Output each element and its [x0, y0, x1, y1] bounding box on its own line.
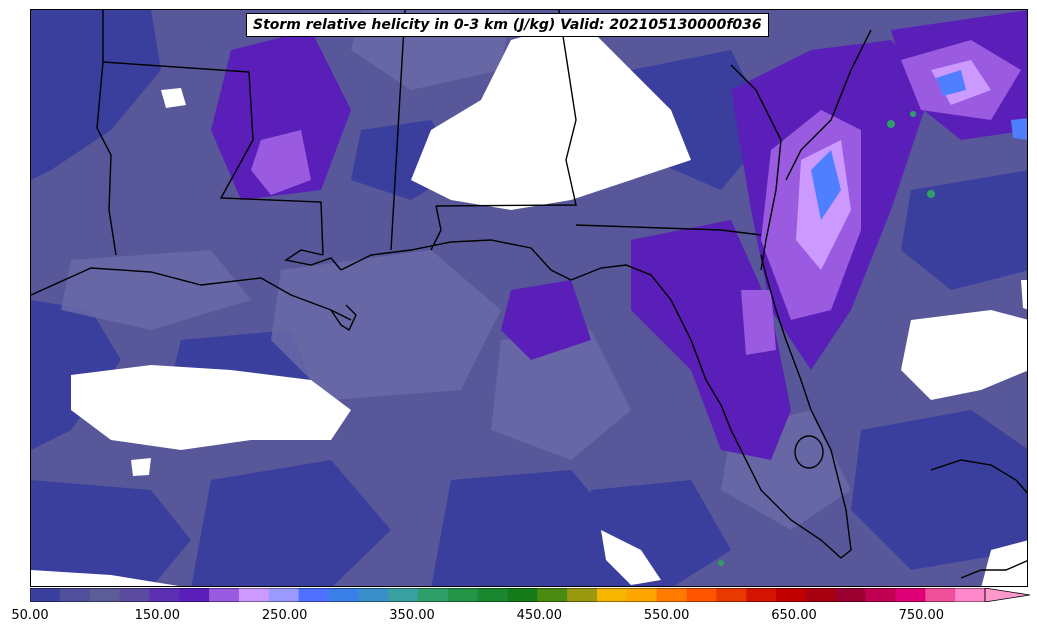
coastline-boundaries [31, 10, 1027, 579]
colorbar-extend-arrow [984, 588, 1030, 602]
colorbar-tick-label: 350.00 [389, 608, 435, 623]
colorbar-segment [686, 588, 717, 602]
colorbar-tick-label: 450.00 [516, 608, 563, 623]
colorbar-segment [59, 588, 91, 602]
colorbar-tick-label: 750.00 [898, 608, 945, 623]
colorbar-tick-label: 650.00 [771, 608, 817, 623]
colorbar-segment [119, 588, 150, 602]
colorbar-tick-label: 50.00 [11, 608, 49, 623]
helicity-green-spots [718, 111, 935, 566]
colorbar-segment [597, 588, 628, 602]
colorbar-segment [895, 588, 926, 602]
colorbar-segment [298, 588, 329, 602]
colorbar-segment [835, 588, 867, 602]
colorbar-segment [805, 588, 837, 602]
colorbar-segment [417, 588, 449, 602]
map-title: Storm relative helicity in 0-3 km (J/kg)… [246, 13, 769, 37]
colorbar-segment [179, 588, 210, 602]
map-canvas [31, 10, 1027, 586]
colorbar-segment [955, 588, 986, 602]
colorbar-segment [507, 588, 538, 602]
missing-data-regions [31, 20, 1027, 586]
colorbar-outline [30, 588, 986, 602]
colorbar-segment [537, 588, 568, 602]
colorbar-segment [776, 588, 807, 602]
colorbar [30, 588, 1030, 602]
colorbar-tick-label: 250.00 [261, 608, 308, 623]
colorbar-segments [30, 588, 986, 602]
colorbar-segment [477, 588, 508, 602]
colorbar-tick-label: 550.00 [643, 608, 690, 623]
colorbar-segment [925, 588, 956, 602]
colorbar-segment [358, 588, 389, 602]
colorbar-tick-label: 150.00 [134, 608, 181, 623]
colorbar-segment [388, 588, 419, 602]
colorbar-segment [656, 588, 688, 602]
colorbar-segment [865, 588, 896, 602]
colorbar-segment [268, 588, 300, 602]
colorbar-segment [209, 588, 240, 602]
colorbar-segment [716, 588, 747, 602]
colorbar-segment [447, 588, 479, 602]
colorbar-segment [89, 588, 121, 602]
helicity-blue-contours [811, 70, 1027, 220]
colorbar-segment [328, 588, 359, 602]
colorbar-segment [746, 588, 777, 602]
colorbar-segment [626, 588, 658, 602]
colorbar-segment [149, 588, 180, 602]
colorbar-segment [238, 588, 270, 602]
colorbar-segment [30, 588, 61, 602]
map-panel [30, 9, 1028, 587]
colorbar-segment [567, 588, 598, 602]
